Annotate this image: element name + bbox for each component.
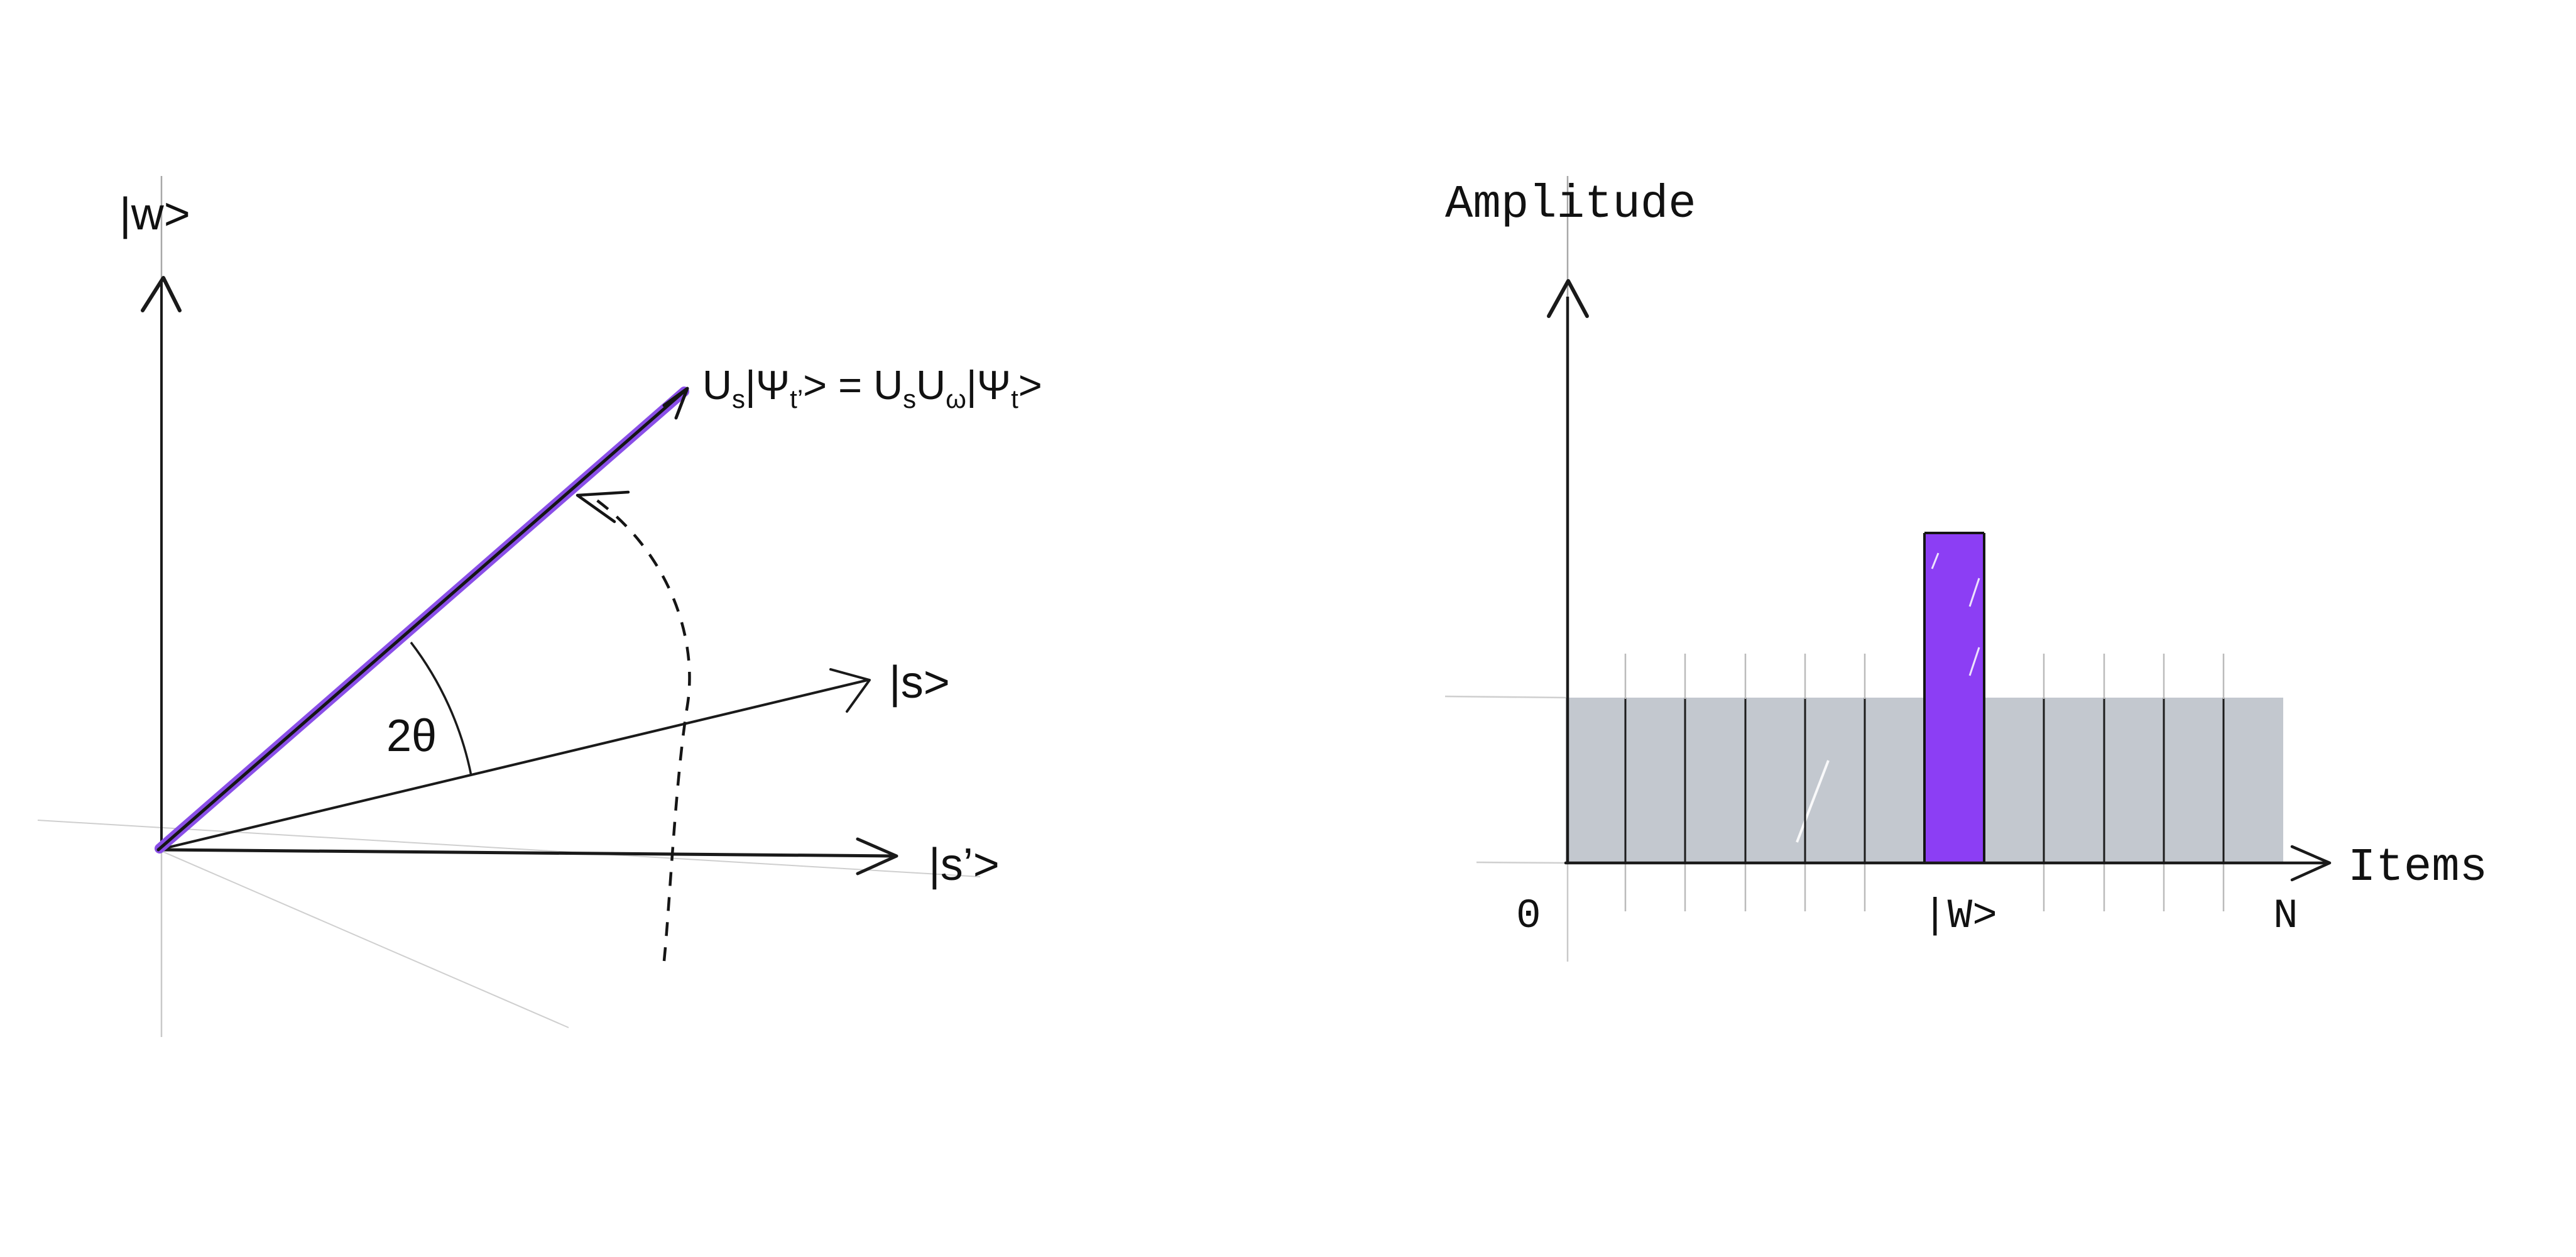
svg-text:2θ: 2θ	[386, 711, 437, 761]
svg-text:|s’>: |s’>	[929, 840, 1000, 890]
svg-text:N: N	[2273, 892, 2298, 940]
svg-text:Amplitude: Amplitude	[1445, 178, 1696, 231]
svg-text:Items: Items	[2348, 842, 2487, 894]
svg-text:Us|Ψt’> = UsUω|Ψt>: Us|Ψt’> = UsUω|Ψt>	[702, 362, 1042, 414]
svg-text:|W>: |W>	[1923, 892, 1997, 940]
svg-text:|w>: |w>	[119, 189, 190, 239]
svg-text:0: 0	[1516, 892, 1541, 940]
svg-text:|s>: |s>	[889, 657, 950, 708]
